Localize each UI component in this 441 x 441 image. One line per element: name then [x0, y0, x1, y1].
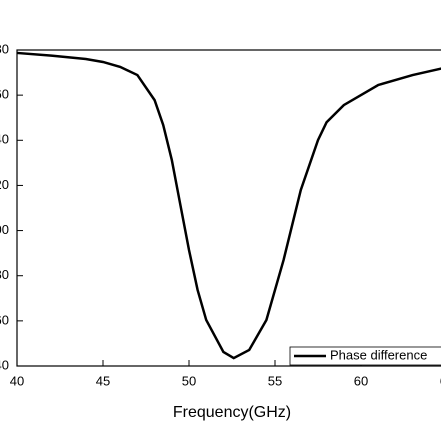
y-tick-label: 100 [0, 222, 9, 237]
data-line [16, 51, 441, 360]
y-tick-label: 140 [0, 132, 9, 147]
legend-label: Phase difference [330, 347, 427, 362]
y-tick-label: 120 [0, 177, 9, 192]
y-tick-label: 60 [0, 312, 9, 327]
y-tick-label: 180 [0, 41, 9, 56]
y-tick-label: 160 [0, 87, 9, 102]
y-tick-label: 80 [0, 267, 9, 282]
x-tick-label: 55 [268, 373, 282, 388]
legend-box [289, 346, 441, 366]
x-tick-label: 45 [96, 373, 110, 388]
plot-frame [16, 49, 441, 367]
x-tick-label: 65 [440, 373, 441, 388]
x-tick-label: 60 [354, 373, 368, 388]
y-tick-label: 40 [0, 357, 9, 372]
x-tick-label: 40 [10, 373, 24, 388]
x-tick-label: 50 [182, 373, 196, 388]
x-axis-title: Frequency(GHz) [173, 404, 291, 421]
